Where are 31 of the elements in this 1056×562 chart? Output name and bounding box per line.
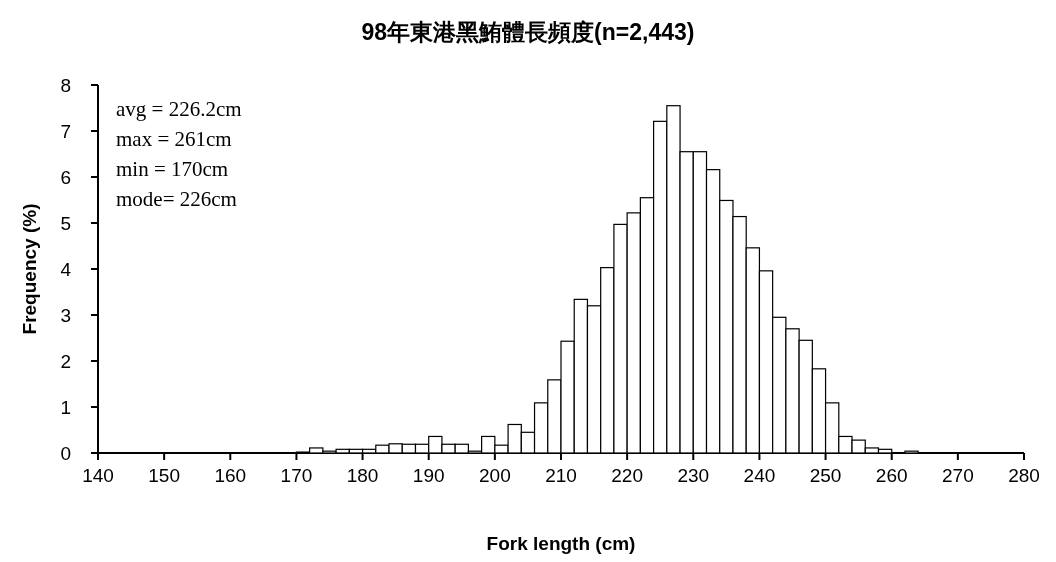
x-tick-label: 190 xyxy=(412,465,445,486)
x-axis-title: Fork length (cm) xyxy=(486,533,636,554)
x-tick-label: 280 xyxy=(1008,465,1040,486)
x-tick-label: 140 xyxy=(82,465,114,486)
x-tick-label: 180 xyxy=(346,465,379,486)
x-tick-label: 170 xyxy=(280,465,313,486)
chart-title: 98年東港黑鮪體長頻度(n=2,443) xyxy=(361,19,695,45)
x-tick-label: 270 xyxy=(942,465,974,486)
y-tick-label: 5 xyxy=(60,213,71,234)
x-tick-label: 200 xyxy=(479,465,511,486)
y-tick-label: 0 xyxy=(60,443,71,464)
x-tick-label: 220 xyxy=(611,465,643,486)
annotation: min = 170cm xyxy=(116,157,229,181)
x-tick-label: 250 xyxy=(809,465,842,486)
annotation: max = 261cm xyxy=(116,127,232,151)
x-tick-label: 260 xyxy=(875,465,908,486)
x-tick-label: 230 xyxy=(677,465,710,486)
y-tick-label: 6 xyxy=(60,167,71,188)
x-tick-label: 150 xyxy=(148,465,180,486)
y-tick-label: 8 xyxy=(60,75,71,96)
y-tick-label: 2 xyxy=(60,351,71,372)
x-tick-label: 160 xyxy=(214,465,247,486)
y-tick-label: 4 xyxy=(60,259,72,280)
y-axis-title: Frequency (%) xyxy=(19,203,40,335)
annotation: mode= 226cm xyxy=(116,187,237,211)
x-tick-label: 240 xyxy=(743,465,776,486)
y-tick-label: 3 xyxy=(60,305,71,326)
y-tick-label: 1 xyxy=(60,397,71,418)
y-tick-label: 7 xyxy=(60,121,71,142)
x-tick-label: 210 xyxy=(545,465,577,486)
annotation: avg = 226.2cm xyxy=(116,97,242,121)
